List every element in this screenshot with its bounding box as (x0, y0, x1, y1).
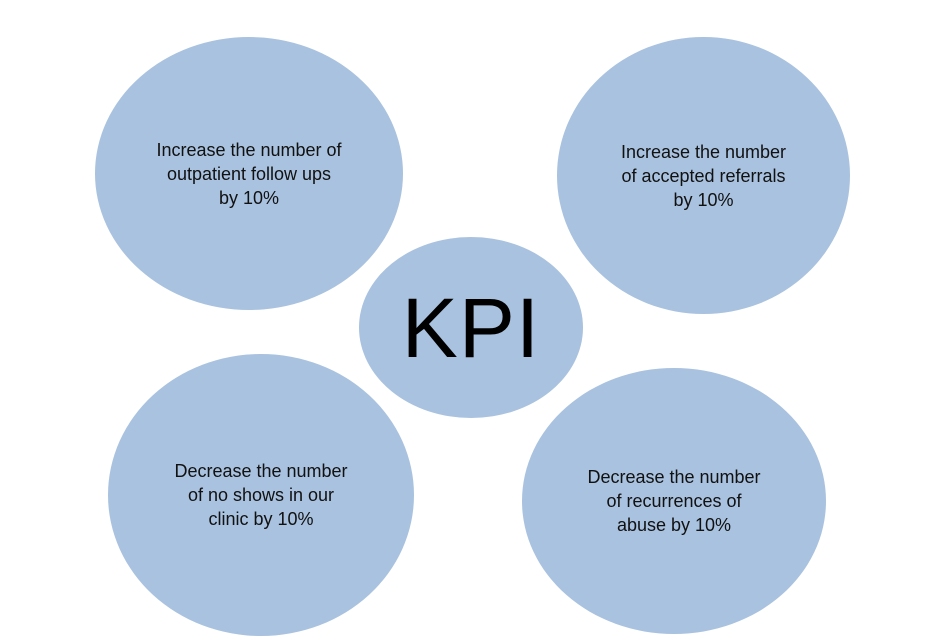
goal-circle-outpatient-follow-ups: Increase the number of outpatient follow… (95, 37, 403, 310)
goal-label: Decrease the number of no shows in our c… (174, 461, 348, 529)
goal-circle-accepted-referrals: Increase the number of accepted referral… (557, 37, 850, 314)
goal-label: Increase the number of accepted referral… (620, 141, 787, 210)
kpi-title: KPI (401, 280, 541, 375)
goal-circle-no-shows: Decrease the number of no shows in our c… (108, 354, 414, 636)
goal-label: Increase the number of outpatient follow… (156, 139, 342, 208)
goal-label: Decrease the number of recurrences of ab… (587, 467, 761, 535)
goal-circle-recurrences-of-abuse: Decrease the number of recurrences of ab… (522, 368, 826, 634)
kpi-center-circle: KPI (359, 237, 583, 418)
